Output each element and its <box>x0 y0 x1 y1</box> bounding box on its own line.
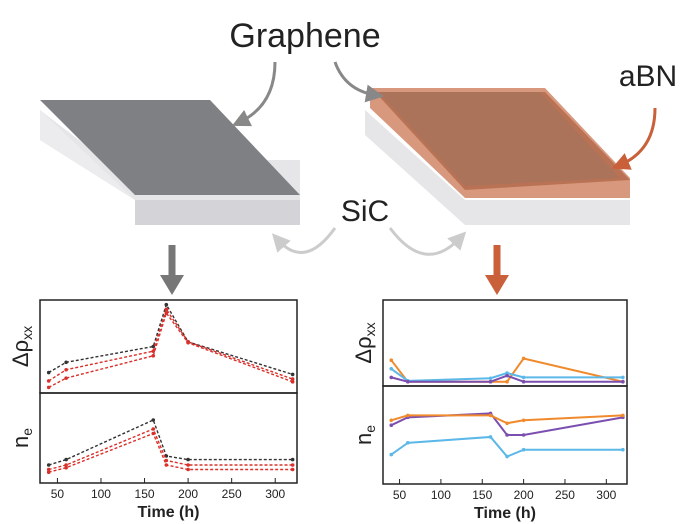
data-point <box>505 433 509 437</box>
x-tick-label: 150 <box>472 488 492 502</box>
data-point <box>505 455 509 459</box>
x-tick-label: 100 <box>431 488 451 502</box>
data-point <box>47 470 51 474</box>
data-point <box>389 453 393 457</box>
series-line <box>391 437 623 457</box>
y-axis-label: Δρxx <box>351 322 378 363</box>
data-point <box>151 418 155 422</box>
data-point <box>621 448 625 452</box>
graphene-label: Graphene <box>229 17 380 55</box>
data-point <box>522 419 526 423</box>
data-point <box>621 380 625 384</box>
data-point <box>64 376 68 380</box>
data-point <box>151 432 155 436</box>
data-point <box>489 380 493 384</box>
x-tick-label: 200 <box>178 487 198 501</box>
data-point <box>291 463 295 467</box>
data-point <box>505 421 509 425</box>
y-label-sub: e <box>19 428 35 436</box>
data-point <box>151 354 155 358</box>
data-point <box>64 361 68 365</box>
y-label-main: Δρ <box>351 336 376 363</box>
data-point <box>186 463 190 467</box>
data-point <box>47 379 51 383</box>
y-label-main: n <box>351 433 376 445</box>
y-label-sub: xx <box>362 322 378 336</box>
x-tick-label: 300 <box>596 488 616 502</box>
data-point <box>291 468 295 472</box>
abn-label: aBN <box>619 60 677 93</box>
series-line <box>49 313 293 387</box>
series-line <box>49 420 293 465</box>
x-tick-label: 300 <box>265 487 285 501</box>
x-tick-label: 150 <box>135 487 155 501</box>
data-point <box>291 373 295 377</box>
figure: Graphene aBN SiC Δρxxne50100150200250300… <box>0 0 692 524</box>
data-point <box>489 414 493 418</box>
data-point <box>47 463 51 467</box>
sic-label: SiC <box>341 195 389 228</box>
data-point <box>389 376 393 380</box>
y-label-main: Δρ <box>8 340 33 367</box>
data-point <box>291 380 295 384</box>
down-arrow-head <box>160 275 184 295</box>
y-axis-label: ne <box>351 425 378 445</box>
data-point <box>621 376 625 380</box>
data-point <box>406 380 410 384</box>
x-tick-label: 250 <box>222 487 242 501</box>
abn-slab <box>365 88 630 225</box>
x-tick-label: 50 <box>393 488 407 502</box>
y-axis-label: ne <box>8 428 35 448</box>
data-point <box>389 367 393 371</box>
plot-frame <box>383 386 627 484</box>
data-point <box>165 303 169 307</box>
data-point <box>621 414 625 418</box>
data-point <box>186 341 190 345</box>
series-line <box>49 434 293 473</box>
graphene-slab <box>40 100 300 225</box>
y-label-sub: xx <box>19 326 35 340</box>
data-point <box>291 458 295 462</box>
data-point <box>64 368 68 372</box>
y-label-sub: e <box>362 425 378 433</box>
data-point <box>406 414 410 418</box>
data-point <box>505 380 509 384</box>
data-point <box>522 380 526 384</box>
data-point <box>489 376 493 380</box>
data-point <box>165 463 169 467</box>
plot-frame <box>40 393 297 483</box>
data-point <box>522 448 526 452</box>
x-tick-label: 100 <box>91 487 111 501</box>
plot-frame <box>40 300 297 393</box>
data-point <box>47 371 51 375</box>
data-point <box>389 419 393 423</box>
data-point <box>505 374 509 378</box>
x-tick-label: 50 <box>51 487 65 501</box>
y-label-main: n <box>8 436 33 448</box>
data-point <box>389 358 393 362</box>
data-point <box>151 427 155 431</box>
data-point <box>522 357 526 361</box>
x-axis-label: Time (h) <box>138 504 200 521</box>
data-point <box>186 458 190 462</box>
data-point <box>165 311 169 315</box>
data-point <box>489 435 493 439</box>
y-axis-label: Δρxx <box>8 326 35 367</box>
data-point <box>522 376 526 380</box>
down-arrow-head <box>485 275 509 295</box>
data-point <box>522 433 526 437</box>
series-line <box>49 429 293 470</box>
data-point <box>406 441 410 445</box>
x-axis-label: Time (h) <box>474 505 536 522</box>
data-point <box>64 466 68 470</box>
x-tick-label: 250 <box>555 488 575 502</box>
data-point <box>165 308 169 312</box>
data-point <box>64 458 68 462</box>
x-tick-label: 200 <box>514 488 534 502</box>
data-point <box>47 386 51 390</box>
data-point <box>389 423 393 427</box>
data-point <box>186 468 190 472</box>
